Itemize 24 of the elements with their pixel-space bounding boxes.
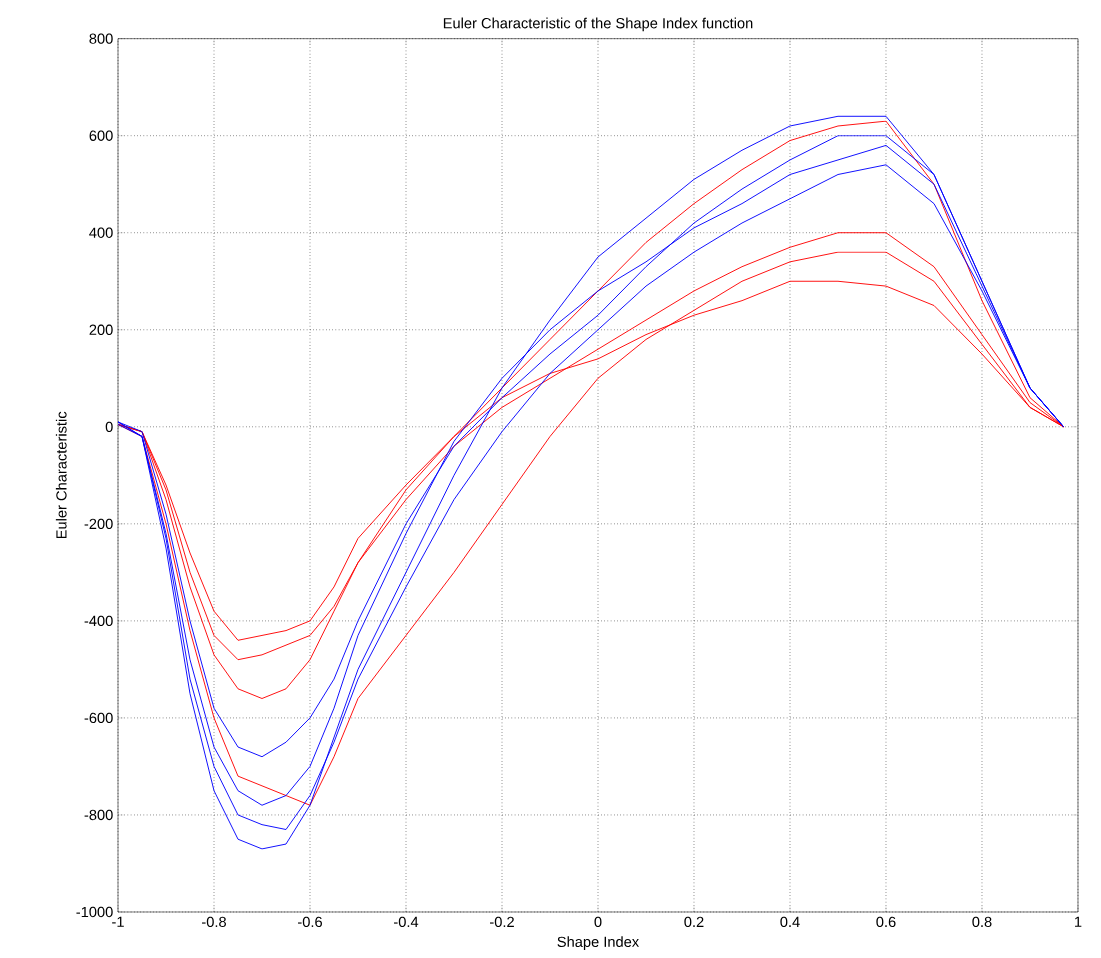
y-tick-label: -400 bbox=[84, 615, 113, 627]
x-tick-label: -1 bbox=[112, 916, 124, 927]
x-tick-label: 0.6 bbox=[876, 916, 896, 928]
x-tick-label: 0.4 bbox=[780, 916, 800, 928]
x-tick-label: 1 bbox=[1075, 916, 1082, 927]
y-tick-label: -200 bbox=[84, 518, 113, 530]
x-tick-label: -0.2 bbox=[490, 916, 514, 928]
y-tick-label: 800 bbox=[89, 33, 113, 44]
x-tick-label: 0.2 bbox=[684, 916, 704, 928]
x-tick-label: 0 bbox=[594, 916, 602, 928]
chart-title: Euler Characteristic of the Shape Index function bbox=[443, 17, 753, 32]
y-tick-label: -600 bbox=[84, 712, 113, 724]
y-tick-label: 400 bbox=[89, 227, 113, 238]
x-tick-label: 0.8 bbox=[972, 916, 992, 928]
x-tick-label: -0.8 bbox=[202, 916, 226, 928]
y-axis-title: Euler Characteristic bbox=[55, 411, 67, 539]
y-tick-label: 600 bbox=[89, 130, 113, 141]
y-tick-label: 200 bbox=[89, 324, 113, 335]
x-tick-label: -0.4 bbox=[394, 916, 419, 928]
y-tick-label: -800 bbox=[84, 809, 113, 821]
x-axis-title: Shape Index bbox=[557, 936, 639, 950]
y-tick-label: 0 bbox=[105, 421, 113, 432]
y-tick-label: -1000 bbox=[76, 906, 113, 918]
x-tick-label: -0.6 bbox=[298, 916, 322, 928]
